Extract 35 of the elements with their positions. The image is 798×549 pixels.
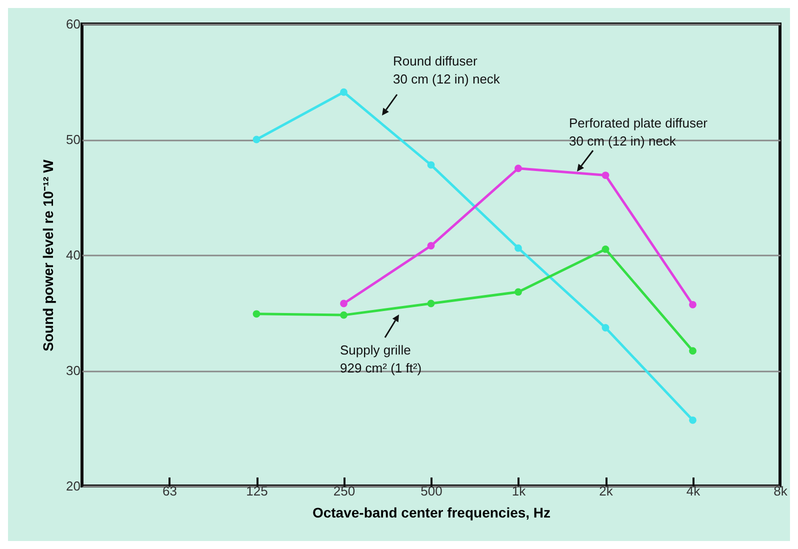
x-tick-label: 1k — [512, 484, 526, 498]
series-label: Supply grille 929 cm² (1 ft²) — [340, 342, 422, 376]
point — [514, 164, 522, 172]
point — [602, 172, 610, 180]
point — [340, 300, 348, 308]
y-tick-label: 50 — [66, 132, 80, 147]
point — [427, 300, 435, 308]
point — [514, 244, 522, 252]
y-tick-label: 40 — [66, 248, 80, 262]
point — [252, 310, 260, 318]
point — [602, 246, 610, 253]
x-tick-label: 250 — [333, 484, 356, 498]
y-tick-label: 30 — [66, 363, 80, 378]
point — [689, 416, 696, 424]
point — [427, 161, 435, 169]
x-tick-label: 500 — [420, 484, 442, 498]
x-tick-label: 63 — [162, 484, 177, 498]
x-tick-label: 8k — [774, 484, 788, 498]
point — [252, 136, 260, 144]
text: Round diffuser 30 cm (12 in) neck — [393, 54, 500, 86]
x-tick-label: 2k — [599, 484, 614, 498]
point — [689, 347, 696, 355]
point — [340, 311, 348, 319]
x-axis-title: Octave-band center frequencies, Hz — [312, 504, 551, 520]
series-label: Perforated plate diffuser 30 cm (12 in) neck — [569, 116, 708, 148]
y-tick-label: 20 — [66, 478, 80, 494]
point — [514, 288, 522, 296]
point — [602, 324, 610, 332]
point — [340, 88, 348, 96]
y-tick-label: 60 — [66, 16, 80, 32]
point — [427, 242, 435, 250]
point — [689, 300, 696, 308]
y-axis-title: Sound power level re 10⁻¹² W — [40, 158, 56, 352]
x-tick-label: 125 — [246, 484, 268, 498]
x-tick-label: 4k — [686, 484, 701, 498]
